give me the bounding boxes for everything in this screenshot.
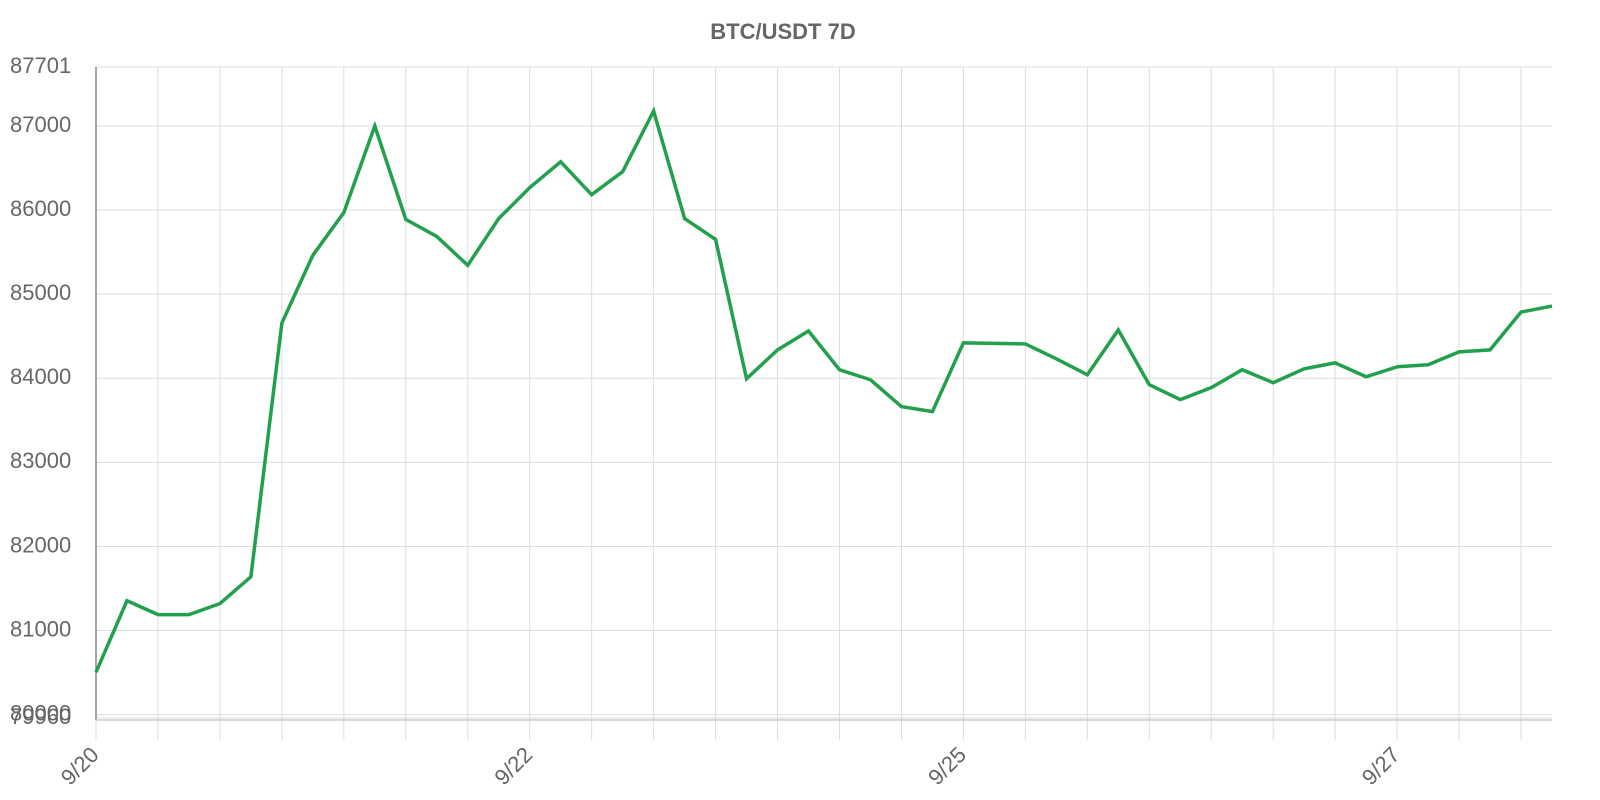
y-tick-label: 87701 (10, 53, 71, 78)
x-tick-label: 9/27 (1357, 742, 1405, 790)
y-tick-label: 82000 (10, 532, 71, 557)
y-tick-label: 83000 (10, 448, 71, 473)
y-tick-label: 80000 (10, 700, 71, 725)
x-tick-label: 9/25 (923, 742, 971, 790)
chart-title: BTC/USDT 7D (710, 19, 855, 44)
x-tick-label: 9/22 (489, 742, 537, 790)
line-series (94, 106, 1553, 674)
y-tick-label: 85000 (10, 280, 71, 305)
y-tick-label: 81000 (10, 616, 71, 641)
x-tick-label: 9/20 (56, 742, 104, 790)
y-tick-label: 86000 (10, 196, 71, 221)
y-tick-label: 84000 (10, 364, 71, 389)
y-tick-label: 79960 (10, 704, 71, 729)
y-tick-label: 87000 (10, 112, 71, 137)
